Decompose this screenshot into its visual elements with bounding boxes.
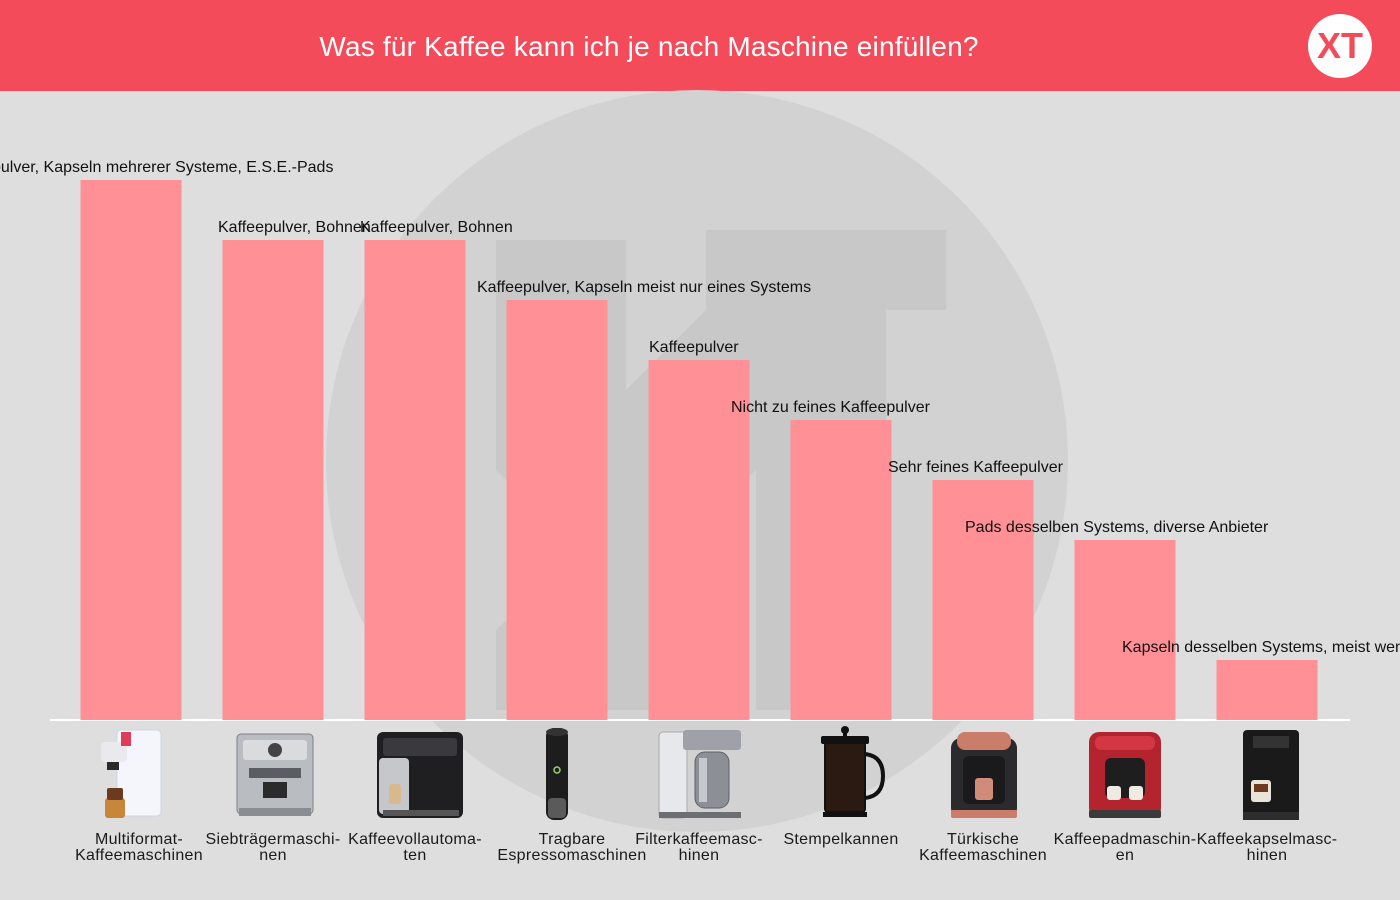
bar bbox=[80, 180, 182, 720]
header-bar: Was für Kaffee kann ich je nach Maschine… bbox=[0, 0, 1400, 91]
data-label: Kaffeepulver, Kapseln meist nur eines Sy… bbox=[477, 279, 811, 296]
data-label: Kaffeepulver, Kapseln mehrerer Systeme, … bbox=[0, 159, 333, 176]
bar bbox=[506, 300, 608, 720]
data-label: Kapseln desselben Systems, meist wenige … bbox=[1122, 639, 1400, 656]
portafilter-machine-icon bbox=[236, 733, 314, 816]
bar bbox=[648, 360, 750, 720]
x-tick-label: Türkische Kaffeemaschinen bbox=[919, 831, 1047, 864]
bar bbox=[932, 480, 1034, 720]
x-tick-label: Multiformat-Kaffeemaschinen bbox=[75, 831, 203, 864]
xt-logo-icon: XT bbox=[1308, 14, 1372, 78]
page-title: Was für Kaffee kann ich je nach Maschine… bbox=[319, 31, 979, 62]
data-label: Nicht zu feines Kaffeepulver bbox=[731, 399, 931, 416]
bar bbox=[790, 420, 892, 720]
data-label: Kaffeepulver, Bohnen bbox=[360, 219, 513, 236]
portable-espresso-icon bbox=[546, 728, 568, 820]
x-tick-label: Tragbare Espressomaschinen bbox=[497, 831, 646, 864]
x-tick-label: Filterkaffeemasc-hinen bbox=[635, 831, 763, 864]
fully-automatic-machine-icon bbox=[377, 732, 463, 818]
x-tick-label: Siebträgermaschi-nen bbox=[206, 831, 341, 864]
pad-machine-icon bbox=[1089, 732, 1161, 818]
filter-coffee-machine-icon bbox=[658, 730, 741, 819]
data-label: Pads desselben Systems, diverse Anbieter bbox=[965, 519, 1269, 536]
svg-text:XT: XT bbox=[1317, 25, 1363, 66]
x-tick-label: Stempelkannen bbox=[783, 831, 898, 848]
multiformat-machine-icon bbox=[101, 729, 162, 818]
capsule-machine-icon bbox=[1243, 730, 1299, 820]
turkish-coffee-machine-icon bbox=[951, 732, 1017, 818]
french-press-icon bbox=[821, 726, 886, 817]
bar bbox=[364, 240, 466, 720]
bar bbox=[1216, 660, 1318, 720]
x-tick-label: Kaffeevollautoma-ten bbox=[348, 831, 482, 864]
chart-area: Multiformat-Kaffeemaschinen Siebträgermas… bbox=[0, 91, 1400, 900]
x-tick-label: Kaffeepadmaschin-en bbox=[1054, 831, 1197, 864]
bar bbox=[1074, 540, 1176, 720]
data-label: Kaffeepulver, Bohnen bbox=[218, 219, 371, 236]
bar bbox=[222, 240, 324, 720]
bar-chart: Multiformat-KaffeemaschinenSiebträgermas… bbox=[0, 159, 1400, 864]
data-label: Sehr feines Kaffeepulver bbox=[888, 459, 1064, 476]
data-label: Kaffeepulver bbox=[649, 339, 739, 356]
x-tick-label: Kaffeekapselmasc-hinen bbox=[1197, 831, 1338, 864]
